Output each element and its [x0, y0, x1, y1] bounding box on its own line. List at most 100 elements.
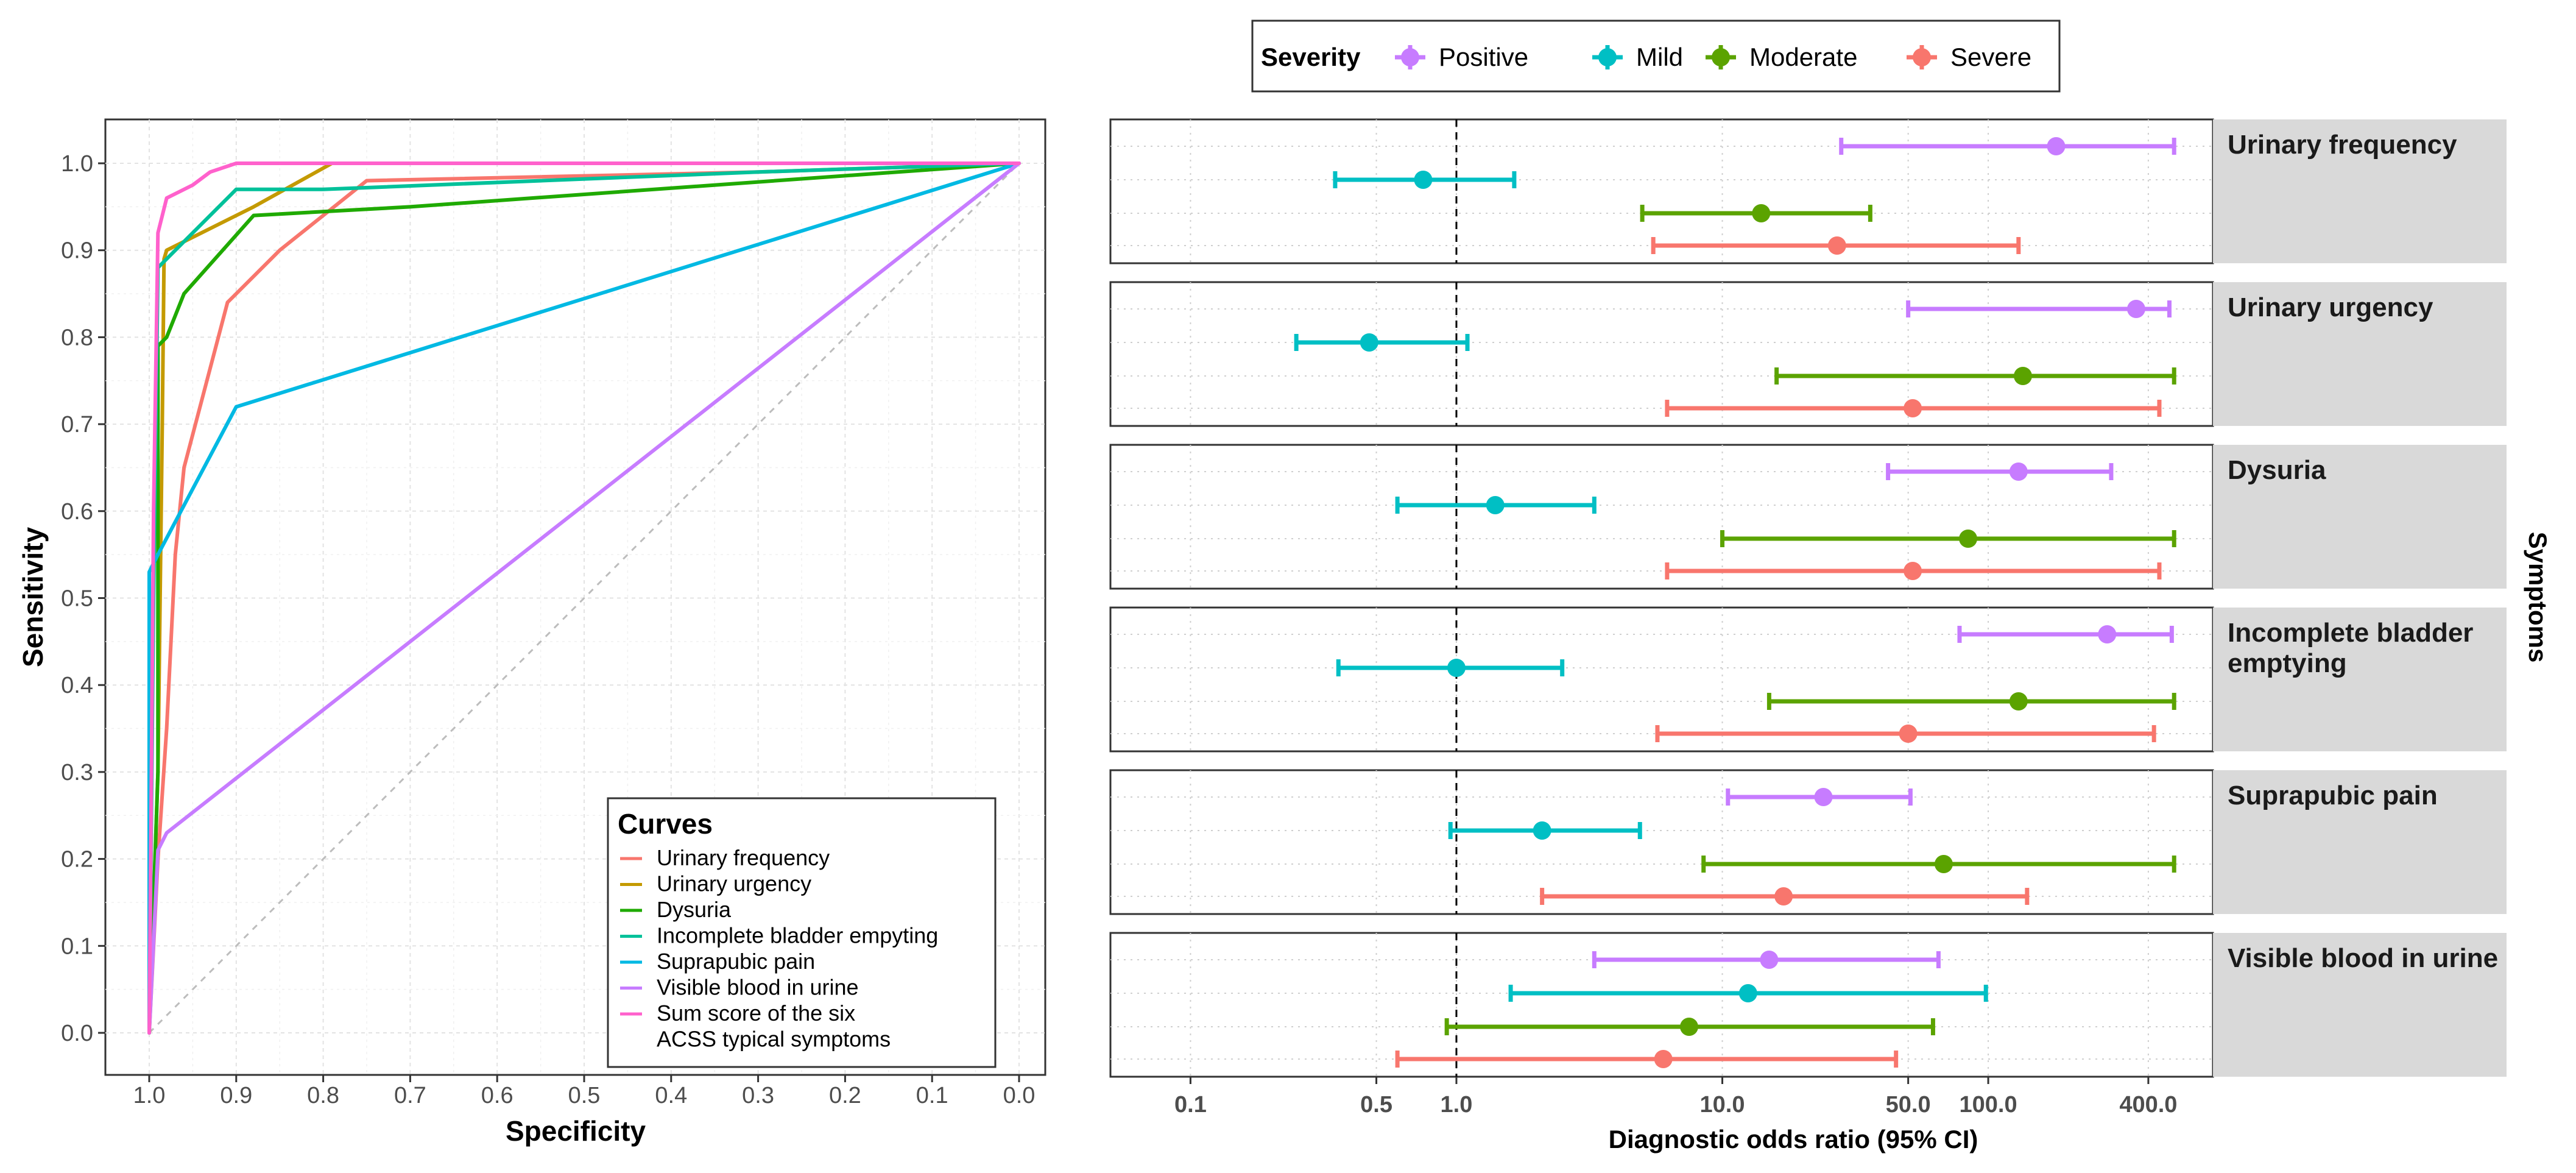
forest-point — [1360, 333, 1378, 352]
forest-estimate — [1720, 530, 2176, 548]
forest-facet: Visible blood in urine — [1109, 932, 2507, 1078]
forest-estimate — [1701, 855, 2176, 873]
roc-y-tick-label: 0.9 — [61, 238, 93, 264]
roc-curve — [147, 161, 1021, 1035]
forest-estimate — [1957, 625, 2174, 643]
forest-estimate — [1336, 659, 1565, 677]
forest-estimate — [1906, 300, 2172, 318]
roc-x-tick-label: 0.2 — [829, 1083, 861, 1108]
forest-strip — [2213, 282, 2507, 426]
forest-facet: Urinary frequency — [1109, 118, 2507, 264]
forest-point — [1414, 171, 1433, 189]
forest-point — [2009, 692, 2028, 711]
roc-curve — [147, 161, 1021, 1035]
roc-y-tick-label: 1.0 — [61, 151, 93, 177]
forest-facet-border — [1109, 118, 2214, 264]
roc-legend-label: Visible blood in urine — [657, 975, 859, 1000]
severity-legend-label: Positive — [1439, 43, 1528, 71]
roc-y-tick-label: 0.8 — [61, 325, 93, 350]
forest-point — [1752, 204, 1771, 222]
forest-estimate — [1839, 137, 2176, 155]
roc-panel: 1.0 0.9 0.8 0.7 0.6 0.5 0.4 0.3 0.2 0.1 0.0 0.0 0.1… — [17, 118, 1046, 1147]
forest-x-axis-ticks: 0.1 0.5 1.0 10.0 50.0 100.0 400.0 — [1174, 1077, 2177, 1118]
forest-facet-border — [1109, 444, 2214, 590]
roc-y-tick-label: 0.2 — [61, 847, 93, 873]
roc-reference-diagonal — [148, 162, 1020, 1034]
roc-x-tick-label: 0.8 — [307, 1083, 339, 1108]
roc-legend-label: Urinary frequency — [657, 845, 830, 870]
roc-curve — [147, 161, 1021, 1035]
forest-facet: Incomplete bladder emptying — [1109, 606, 2507, 753]
forest-point — [1934, 855, 1953, 873]
roc-x-tick-label: 0.6 — [481, 1083, 513, 1108]
forest-facet: Suprapubic pain — [1109, 769, 2507, 915]
roc-x-tick-label: 0.5 — [568, 1083, 601, 1108]
forest-point — [2098, 625, 2117, 643]
roc-x-tick-label: 1.0 — [133, 1083, 166, 1108]
forest-estimate — [1640, 204, 1872, 222]
forest-point — [1447, 659, 1466, 677]
roc-x-tick-label: 0.1 — [916, 1083, 948, 1108]
forest-strip-label: Dysuria — [2228, 455, 2326, 485]
roc-x-axis-ticks: 1.0 0.9 0.8 0.7 0.6 0.5 0.4 0.3 0.2 0.1 0.0 — [133, 1075, 1036, 1108]
forest-point — [1654, 1050, 1673, 1068]
forest-strip — [2213, 445, 2507, 589]
forest-estimate — [1333, 171, 1517, 189]
roc-legend-title: Curves — [618, 808, 713, 840]
roc-y-tick-label: 0.5 — [61, 586, 93, 612]
forest-x-axis-label: Diagnostic odds ratio (95% CI) — [1609, 1125, 1978, 1154]
forest-strip — [2213, 933, 2507, 1077]
forest-strip — [2213, 770, 2507, 914]
roc-x-axis-label: Specificity — [506, 1115, 646, 1147]
roc-legend-label: ACSS typical symptoms — [657, 1027, 891, 1052]
roc-x-tick-label: 0.4 — [655, 1083, 687, 1108]
roc-legend-label: Incomplete bladder empyting — [657, 923, 938, 948]
roc-y-tick-label: 0.4 — [61, 673, 93, 698]
forest-x-tick-label: 1.0 — [1441, 1092, 1473, 1118]
roc-y-tick-label: 0.7 — [61, 412, 93, 438]
forest-point — [1533, 821, 1551, 840]
forest-estimate — [1540, 887, 2030, 905]
forest-point — [1827, 236, 1846, 255]
roc-grid — [105, 119, 1045, 1075]
forest-point — [1904, 399, 1922, 417]
forest-estimate — [1448, 821, 1642, 840]
forest-point — [2047, 137, 2066, 155]
forest-point — [1814, 788, 1833, 806]
forest-strip-label: Visible blood in urine — [2228, 943, 2498, 973]
severity-legend-key — [1913, 48, 1931, 66]
forest-x-tick-label: 400.0 — [2119, 1092, 2177, 1118]
forest-estimate — [1665, 399, 2162, 417]
severity-legend-key — [1598, 48, 1617, 66]
roc-y-axis-label: Sensitivity — [17, 527, 49, 668]
severity-legend: Severity Positive Mild Moderate Severe — [1251, 19, 2061, 93]
forest-estimate — [1726, 788, 1913, 806]
forest-point — [2009, 462, 2028, 481]
forest-point — [1760, 951, 1779, 969]
roc-x-tick-label: 0.0 — [1003, 1083, 1036, 1108]
forest-x-tick-label: 50.0 — [1886, 1092, 1931, 1118]
forest-facet-border — [1109, 281, 2214, 427]
roc-y-tick-label: 0.1 — [61, 934, 93, 959]
roc-legend-label: Suprapubic pain — [657, 949, 815, 974]
forest-facet-border — [1109, 769, 2214, 915]
forest-estimate — [1395, 496, 1597, 514]
forest-strip-label: Urinary urgency — [2228, 292, 2433, 322]
roc-curve — [147, 161, 1021, 1035]
roc-x-tick-label: 0.9 — [220, 1083, 252, 1108]
forest-point — [1679, 1018, 1698, 1036]
roc-curves — [147, 161, 1021, 1035]
roc-legend-label: Dysuria — [657, 897, 732, 922]
roc-legend-label: Urinary urgency — [657, 871, 811, 896]
roc-x-tick-label: 0.3 — [742, 1083, 774, 1108]
forest-estimate — [1395, 1050, 1899, 1068]
roc-x-tick-label: 0.7 — [394, 1083, 426, 1108]
roc-y-tick-label: 0.6 — [61, 499, 93, 525]
forest-strip-label: Urinary frequency — [2228, 130, 2457, 160]
forest-estimate — [1444, 1018, 1935, 1036]
forest-strip-label: Incomplete bladder emptying — [2228, 618, 2473, 678]
forest-y-axis-label: Symptoms — [2524, 532, 2552, 663]
forest-facet: Urinary urgency — [1109, 281, 2507, 427]
forest-point — [1774, 887, 1793, 905]
